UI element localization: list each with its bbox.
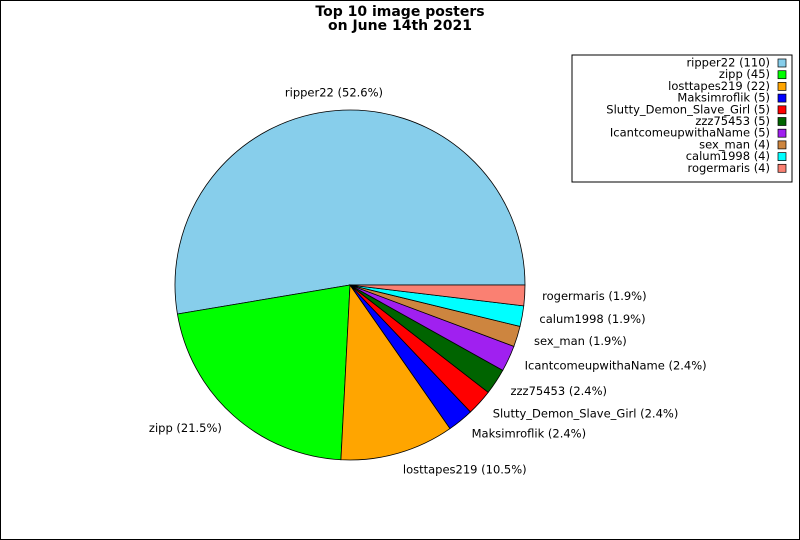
pie-slice	[340, 283, 451, 461]
legend-swatch	[777, 152, 787, 161]
pie-slice	[176, 284, 351, 461]
legend-label: zzz75453 (5)	[695, 114, 770, 128]
legend-label: sex_man (4)	[699, 137, 770, 151]
pie-slice	[349, 284, 526, 307]
pie-slice	[174, 109, 526, 315]
legend-label: calum1998 (4)	[686, 149, 770, 163]
legend-label: IcantcomeupwithaName (5)	[610, 126, 770, 140]
legend-swatch	[777, 117, 787, 126]
legend-swatch	[777, 58, 787, 68]
legend-swatch	[777, 128, 787, 138]
slice-label: IcantcomeupwithaName (2.4%)	[525, 358, 707, 372]
legend-label: rogermaris (4)	[687, 161, 770, 175]
slice-label: Slutty_Demon_Slave_Girl (2.4%)	[493, 407, 679, 421]
legend-swatch	[777, 163, 787, 173]
chart-title: on June 14th 2021	[328, 18, 472, 34]
legend-box	[571, 54, 793, 183]
legend-swatch	[777, 82, 787, 91]
slice-label: sex_man (1.9%)	[534, 334, 627, 348]
slice-label: rogermaris (1.9%)	[542, 289, 646, 303]
legend-label: losttapes219 (22)	[668, 79, 770, 93]
chart-title: Top 10 image posters	[315, 4, 484, 20]
legend-swatch	[777, 105, 787, 115]
legend-label: zipp (45)	[719, 67, 770, 81]
legend-swatch	[777, 93, 787, 103]
legend-label: ripper22 (110)	[686, 56, 770, 70]
legend-label: Maksimroflik (5)	[677, 91, 770, 105]
slice-label: zipp (21.5%)	[149, 421, 222, 435]
slice-label: losttapes219 (10.5%)	[403, 463, 527, 477]
slice-label: ripper22 (52.6%)	[285, 86, 383, 100]
slice-label: Maksimroflik (2.4%)	[472, 427, 586, 441]
legend-swatch	[777, 140, 787, 150]
slice-label: calum1998 (1.9%)	[539, 312, 645, 326]
slice-label: zzz75453 (2.4%)	[510, 384, 607, 398]
legend-swatch	[777, 70, 787, 80]
legend-label: Slutty_Demon_Slave_Girl (5)	[606, 102, 770, 116]
